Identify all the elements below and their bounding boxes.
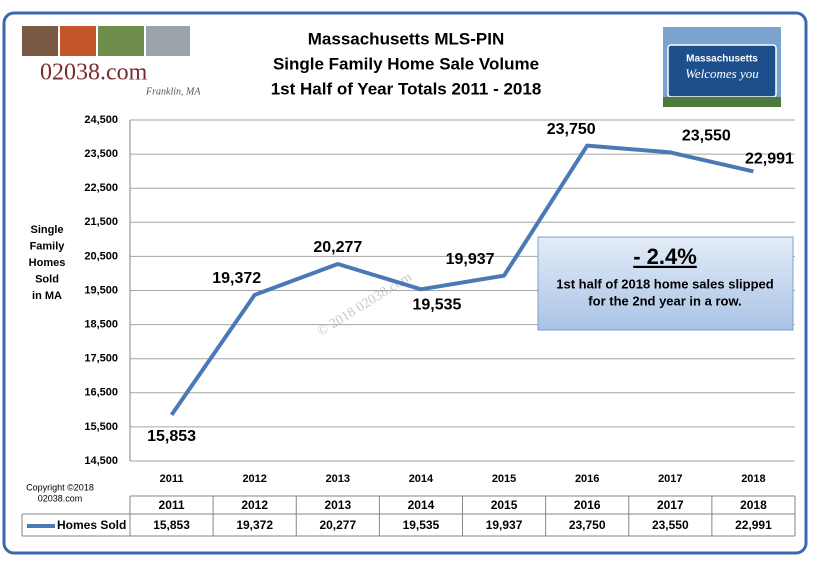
data-label: 22,991 xyxy=(745,151,794,168)
y-tick-label: 20,500 xyxy=(84,250,118,262)
x-tick-label: 2017 xyxy=(658,473,682,485)
data-label: 20,277 xyxy=(313,239,362,256)
line xyxy=(169,143,754,417)
y-tick-label: 16,500 xyxy=(84,387,118,399)
chart-title: Massachusetts MLS-PIN xyxy=(308,29,505,48)
copyright: 02038.com xyxy=(38,493,83,503)
y-tick-label: 19,500 xyxy=(84,284,118,296)
logo-site: 02038.com xyxy=(40,60,148,86)
y-tick-label: 18,500 xyxy=(84,319,118,331)
x-tick-label: 2013 xyxy=(326,473,350,485)
annotation-headline: - 2.4% xyxy=(633,244,697,269)
table-value: 22,991 xyxy=(735,518,772,532)
table-header: 2012 xyxy=(241,498,268,512)
table-value: 15,853 xyxy=(153,518,190,532)
y-tick-label: 15,500 xyxy=(84,421,118,433)
y-axis-label: Sold xyxy=(35,273,59,285)
annotation-box xyxy=(537,236,794,331)
sign-text: Massachusetts xyxy=(686,54,758,65)
y-tick-label: 22,500 xyxy=(84,182,118,194)
logo-town: Franklin, MA xyxy=(145,86,201,97)
legend-label: Homes Sold xyxy=(57,518,126,532)
data-label: 19,372 xyxy=(212,270,261,287)
y-tick-label: 24,500 xyxy=(84,114,118,126)
chart-title: 1st Half of Year Totals 2011 - 2018 xyxy=(271,79,542,98)
y-tick-label: 17,500 xyxy=(84,353,118,365)
x-tick-label: 2014 xyxy=(409,473,434,485)
sign-text: Welcomes you xyxy=(685,66,759,81)
copyright: Copyright ©2018 xyxy=(26,482,94,492)
annotation-text: for the 2nd year in a row. xyxy=(588,293,741,308)
table-header: 2013 xyxy=(324,498,351,512)
y-axis-label: Family xyxy=(30,240,66,252)
table-value: 23,550 xyxy=(652,518,689,532)
x-tick-label: 2016 xyxy=(575,473,599,485)
table-value: 20,277 xyxy=(319,518,356,532)
x-tick-label: 2015 xyxy=(492,473,516,485)
data-label: 23,550 xyxy=(682,128,731,145)
y-axis-label: Single xyxy=(30,224,63,236)
table-header: 2017 xyxy=(657,498,684,512)
x-tick-label: 2012 xyxy=(242,473,266,485)
table-value: 23,750 xyxy=(569,518,606,532)
table-header: 2015 xyxy=(491,498,518,512)
data-label: 23,750 xyxy=(547,121,596,138)
table-value: 19,535 xyxy=(403,518,440,532)
data-label: 15,853 xyxy=(147,428,196,445)
table-value: 19,372 xyxy=(236,518,273,532)
y-axis-label: Homes xyxy=(29,257,66,269)
logo-photos xyxy=(22,26,190,56)
data-label: 19,535 xyxy=(412,297,461,314)
table-header: 2014 xyxy=(408,498,435,512)
x-tick-label: 2018 xyxy=(741,473,765,485)
y-tick-label: 21,500 xyxy=(84,216,118,228)
y-tick-label: 14,500 xyxy=(84,455,118,467)
table-header: 2011 xyxy=(159,498,185,512)
sign: Massachusetts Welcomes you xyxy=(663,27,781,107)
x-tick-label: 2011 xyxy=(160,473,184,485)
data-label: 19,937 xyxy=(446,251,495,268)
y-axis-label: in MA xyxy=(32,290,62,302)
chart-title: Single Family Home Sale Volume xyxy=(273,54,539,73)
y-tick-label: 23,500 xyxy=(84,148,118,160)
annotation-text: 1st half of 2018 home sales slipped xyxy=(556,276,774,291)
table-value: 19,937 xyxy=(486,518,523,532)
table-header: 2018 xyxy=(740,498,767,512)
table-header: 2016 xyxy=(574,498,601,512)
